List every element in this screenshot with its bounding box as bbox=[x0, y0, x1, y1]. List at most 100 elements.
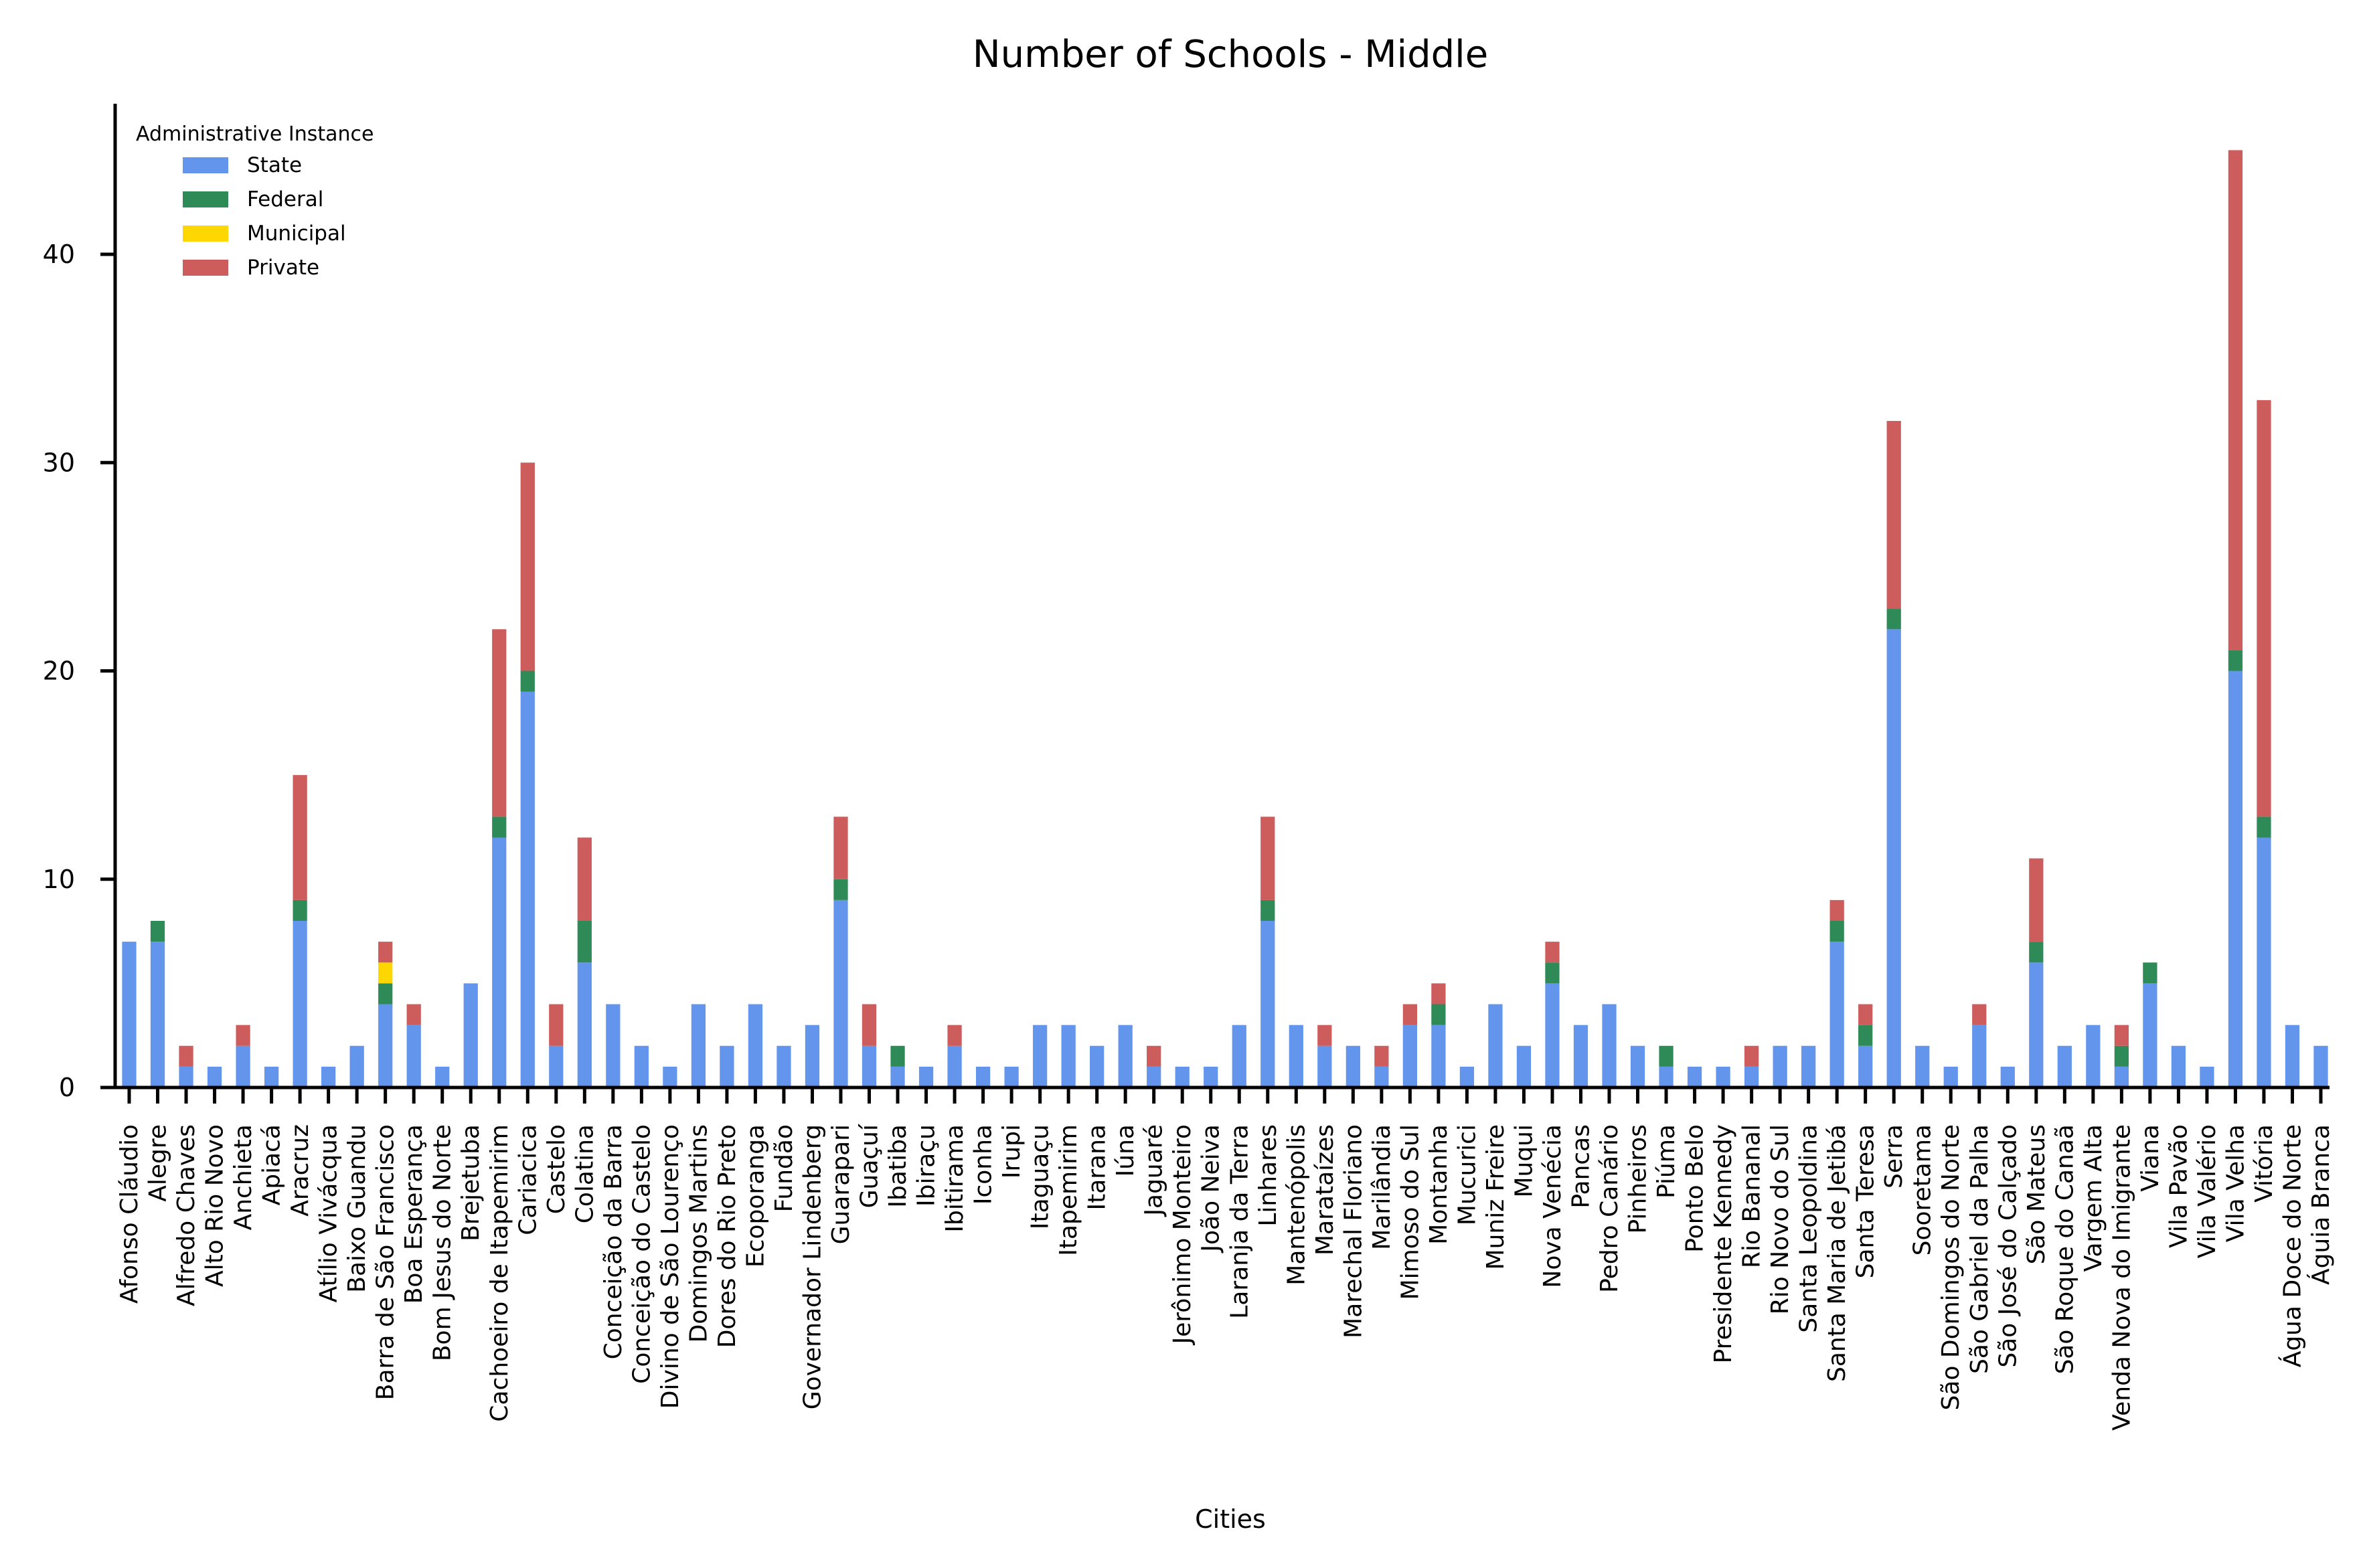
bar-segment-state bbox=[520, 691, 535, 1088]
bar-segment-state bbox=[1431, 1025, 1446, 1088]
bar-segment-state bbox=[606, 1004, 621, 1087]
bar-segment-state bbox=[748, 1004, 763, 1087]
x-tick-label: Santa Maria de Jetibá bbox=[1823, 1124, 1851, 1382]
x-tick-label: Irupi bbox=[998, 1124, 1026, 1179]
bar-segment-state bbox=[720, 1045, 734, 1087]
bar-segment-state bbox=[2000, 1066, 2015, 1088]
x-tick-label: Nova Venécia bbox=[1539, 1124, 1566, 1288]
bar-segment-private bbox=[833, 816, 848, 879]
x-tick-label: Santa Leopoldina bbox=[1795, 1124, 1823, 1333]
bar-segment-private bbox=[1972, 1004, 1987, 1025]
x-tick-label: Viana bbox=[2137, 1124, 2164, 1192]
bar-segment-state bbox=[1289, 1025, 1303, 1088]
bar-segment-private bbox=[293, 775, 307, 900]
x-tick-label: Vargem Alta bbox=[2080, 1124, 2107, 1272]
bar-segment-private bbox=[2114, 1025, 2129, 1046]
x-tick-label: Guaçuí bbox=[856, 1124, 884, 1208]
legend-swatch-private bbox=[183, 260, 228, 276]
bar-segment-federal bbox=[2114, 1045, 2129, 1067]
x-tick-label: Anchieta bbox=[230, 1124, 257, 1230]
bar-segment-state bbox=[150, 942, 165, 1088]
x-tick-label: Venda Nova do Imigrante bbox=[2108, 1124, 2135, 1431]
legend-swatch-municipal bbox=[183, 226, 228, 242]
x-tick-label: Barra de São Francisco bbox=[372, 1124, 400, 1400]
bar-segment-state bbox=[1317, 1045, 1332, 1087]
x-tick-label: Montanha bbox=[1425, 1124, 1453, 1245]
x-tick-label: Colatina bbox=[571, 1124, 598, 1223]
y-tick-label: 30 bbox=[43, 448, 75, 477]
bar-segment-state bbox=[1147, 1066, 1161, 1088]
bar-segment-private bbox=[1744, 1045, 1759, 1067]
bar-segment-federal bbox=[293, 899, 307, 922]
bar-segment-state bbox=[2313, 1045, 2328, 1087]
x-tick-label: São Roque do Canaã bbox=[2051, 1124, 2078, 1375]
x-tick-label: São Domingos do Norte bbox=[1937, 1124, 1965, 1410]
bar-segment-state bbox=[634, 1045, 649, 1087]
bar-segment-private bbox=[577, 837, 592, 921]
x-tick-label: Serra bbox=[1880, 1124, 1908, 1189]
x-tick-label: Ibatiba bbox=[884, 1124, 912, 1208]
x-tick-label: Piúma bbox=[1653, 1124, 1680, 1199]
x-tick-label: Vila Valério bbox=[2194, 1124, 2221, 1258]
bar-segment-state bbox=[1260, 921, 1275, 1087]
bar-segment-federal bbox=[1829, 921, 1844, 942]
bar-segment-state bbox=[975, 1066, 991, 1088]
bar-segment-state bbox=[492, 837, 507, 1087]
x-tick-label: São José do Calçado bbox=[1994, 1124, 2022, 1368]
bar-segment-state bbox=[1573, 1025, 1588, 1088]
bar-segment-state bbox=[1829, 942, 1844, 1088]
x-tick-label: Marechal Floriano bbox=[1339, 1124, 1367, 1338]
bar-segment-state bbox=[1402, 1025, 1418, 1088]
x-tick-label: Aracruz bbox=[287, 1124, 314, 1217]
bar-segment-private bbox=[1260, 816, 1275, 900]
bar-segment-state bbox=[435, 1066, 450, 1088]
y-tick-label: 40 bbox=[43, 240, 75, 269]
x-tick-label: Itapemirim bbox=[1055, 1124, 1082, 1256]
bar-segment-private bbox=[1147, 1045, 1161, 1067]
bar-segment-state bbox=[1886, 629, 1901, 1087]
x-tick-label: Pinheiros bbox=[1625, 1124, 1652, 1234]
x-tick-label: Mantenópolis bbox=[1283, 1124, 1310, 1286]
bar-segment-state bbox=[349, 1045, 364, 1087]
bar-segment-state bbox=[1061, 1025, 1076, 1088]
x-tick-label: Ibiraçu bbox=[913, 1124, 941, 1207]
bar-segment-federal bbox=[577, 921, 592, 963]
bar-segment-state bbox=[1602, 1004, 1617, 1087]
bar-segment-state bbox=[2285, 1025, 2300, 1088]
x-tick-label: Vitória bbox=[2251, 1124, 2278, 1203]
legend: Administrative Instance State Federal Muni… bbox=[136, 122, 374, 280]
x-tick-label: Castelo bbox=[543, 1124, 570, 1214]
bar-segment-state bbox=[463, 983, 478, 1088]
x-tick-label: Boa Esperança bbox=[400, 1124, 428, 1304]
x-tick-label: Dores do Rio Preto bbox=[714, 1124, 741, 1348]
x-tick-label: São Mateus bbox=[2023, 1124, 2050, 1264]
bar-segment-federal bbox=[2228, 650, 2243, 671]
x-tick-label: Mimoso do Sul bbox=[1396, 1124, 1424, 1300]
bar-segment-private bbox=[2228, 150, 2243, 650]
bar-segment-state bbox=[577, 962, 592, 1087]
bar-segment-state bbox=[1972, 1025, 1987, 1088]
bar-segment-private bbox=[1886, 421, 1901, 609]
bar-segment-state bbox=[1090, 1045, 1105, 1087]
bar-segment-state bbox=[2086, 1025, 2101, 1088]
bar-segment-state bbox=[1687, 1066, 1702, 1088]
bar-segment-private bbox=[862, 1004, 877, 1046]
x-tick-label: Sooretama bbox=[1909, 1124, 1937, 1255]
x-tick-label: Águia Branca bbox=[2307, 1124, 2335, 1285]
x-tick-label: Laranja da Terra bbox=[1226, 1124, 1253, 1319]
x-tick-label: Vila Pavão bbox=[2165, 1124, 2192, 1248]
chart-title: Number of Schools - Middle bbox=[973, 33, 1488, 76]
bar-segment-federal bbox=[1545, 962, 1560, 984]
x-tick-label: Água Doce do Norte bbox=[2278, 1124, 2306, 1367]
bar-segment-private bbox=[406, 1004, 421, 1025]
bar-segment-state bbox=[2200, 1066, 2214, 1088]
bar-segment-private bbox=[378, 942, 393, 963]
x-tick-label: Afonso Cláudio bbox=[116, 1124, 143, 1304]
bar-segment-private bbox=[520, 462, 535, 671]
bar-segment-state bbox=[179, 1066, 193, 1088]
bar-segment-state bbox=[1488, 1004, 1503, 1087]
plot-area: Afonso Cláudio Alegre Alfredo Chaves Alto R… bbox=[43, 104, 2335, 1431]
bar-segment-state bbox=[862, 1045, 877, 1087]
bar-segment-state bbox=[378, 1004, 393, 1087]
